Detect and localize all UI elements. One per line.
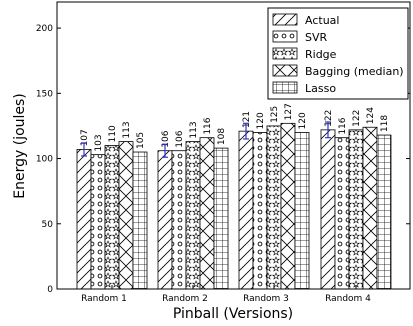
value-label: 127 xyxy=(284,103,294,120)
bar-xcross xyxy=(118,141,134,290)
bar-diag xyxy=(238,130,254,290)
y-tick-label: 100 xyxy=(36,155,53,165)
value-label: 120 xyxy=(298,112,308,129)
bar-xcross xyxy=(280,122,296,290)
value-label: 113 xyxy=(122,121,132,138)
x-axis-title: Pinball (Versions) xyxy=(173,306,293,322)
legend-label: SVR xyxy=(305,31,328,44)
bar-stars xyxy=(185,141,201,290)
plot-frame xyxy=(56,1,411,290)
value-label: 124 xyxy=(366,107,376,124)
bar-diag xyxy=(157,150,173,290)
legend-label: Bagging (median) xyxy=(305,65,404,78)
value-label: 116 xyxy=(338,117,348,134)
value-label: 106 xyxy=(175,130,185,147)
bar-stars xyxy=(104,145,120,290)
plot-area: 107 103 110 113 105 106 106 113 116 108 121 120 125 1… xyxy=(76,103,392,290)
value-label: 118 xyxy=(380,115,390,132)
legend-swatch xyxy=(272,81,298,94)
legend-swatch xyxy=(272,47,298,60)
value-label: 105 xyxy=(136,132,146,149)
legend-swatch xyxy=(272,13,298,26)
x-tick-label: Random 2 xyxy=(162,294,208,304)
bar-grid xyxy=(132,151,148,290)
legend-label: Ridge xyxy=(305,48,337,61)
y-tick-label: 50 xyxy=(42,220,54,230)
bar-stars xyxy=(348,129,364,290)
y-tick-label: 200 xyxy=(36,24,53,34)
bar-xcross xyxy=(199,137,215,290)
legend-label: Lasso xyxy=(305,82,336,95)
y-axis-title: Energy (joules) xyxy=(12,93,28,199)
x-tick-label: Random 1 xyxy=(81,294,127,304)
value-label: 103 xyxy=(94,134,104,151)
value-label: 107 xyxy=(80,129,90,146)
value-label: 113 xyxy=(189,121,199,138)
y-tick-label: 0 xyxy=(47,285,53,295)
value-label: 120 xyxy=(256,112,266,129)
x-tick-label: Random 3 xyxy=(243,294,289,304)
bar-diag xyxy=(320,129,336,290)
value-label: 122 xyxy=(324,110,334,127)
bar-dots xyxy=(90,154,106,290)
legend-swatch xyxy=(272,64,298,77)
legend-label: Actual xyxy=(305,14,339,27)
bar-diag xyxy=(76,149,92,290)
value-label: 108 xyxy=(217,128,227,145)
bar-dots xyxy=(252,132,268,290)
value-label: 125 xyxy=(270,106,280,123)
bar-dots xyxy=(171,150,187,290)
y-tick-label: 150 xyxy=(36,89,53,99)
value-label: 121 xyxy=(242,111,252,128)
bar-grid xyxy=(376,134,392,290)
value-label: 122 xyxy=(352,110,362,127)
bar-grid xyxy=(294,132,310,290)
bar-xcross xyxy=(362,126,378,290)
value-label: 116 xyxy=(203,117,213,134)
x-tick-label: Random 4 xyxy=(325,294,371,304)
bar-grid xyxy=(213,147,229,290)
x-axis: Random 1 Random 2 Random 3 Random 4 xyxy=(81,285,371,304)
legend-swatch xyxy=(272,30,298,43)
legend: Actual SVR Ridge Bagging (median) Lasso xyxy=(267,7,409,100)
bar-dots xyxy=(334,137,350,290)
value-label: 110 xyxy=(108,125,118,142)
bar-stars xyxy=(266,125,282,290)
value-label: 106 xyxy=(161,130,171,147)
